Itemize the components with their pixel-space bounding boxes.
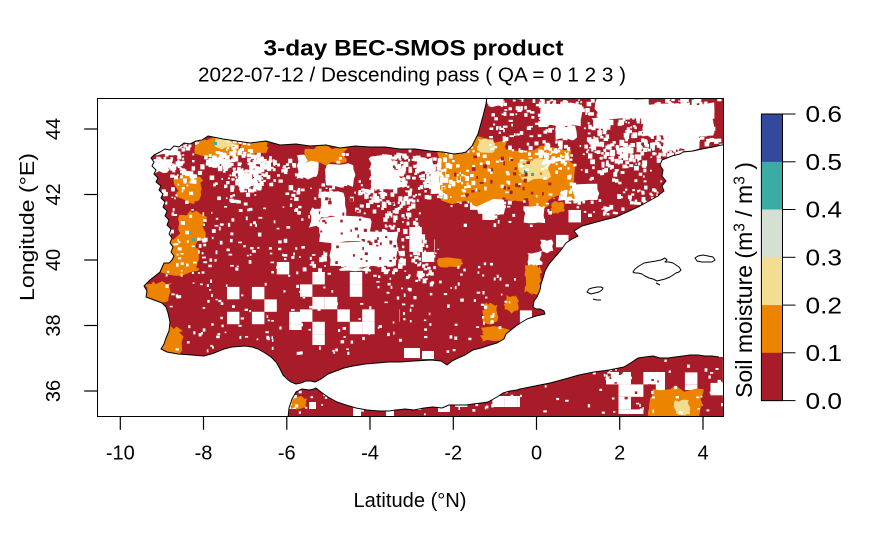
- svg-text:0.0: 0.0: [806, 388, 843, 414]
- svg-text:0.5: 0.5: [806, 149, 843, 175]
- svg-text:2: 2: [614, 443, 625, 465]
- svg-text:-4: -4: [361, 443, 379, 465]
- svg-text:Latitude (°N): Latitude (°N): [354, 490, 467, 512]
- svg-text:-6: -6: [278, 443, 296, 465]
- svg-text:0.1: 0.1: [806, 340, 843, 366]
- svg-text:40: 40: [43, 249, 65, 271]
- svg-text:-2: -2: [444, 443, 462, 465]
- svg-text:-10: -10: [106, 443, 135, 465]
- svg-text:36: 36: [43, 380, 65, 402]
- svg-text:Soil moisture (m3 / m3 ): Soil moisture (m3 / m3 ): [731, 162, 757, 398]
- svg-text:38: 38: [43, 314, 65, 336]
- svg-text:-8: -8: [195, 443, 213, 465]
- svg-text:3-day BEC-SMOS product: 3-day BEC-SMOS product: [264, 36, 565, 61]
- svg-text:Longitude (°E): Longitude (°E): [17, 153, 39, 301]
- svg-text:0.4: 0.4: [806, 197, 843, 223]
- svg-text:44: 44: [43, 118, 65, 140]
- svg-text:0.2: 0.2: [806, 292, 843, 318]
- svg-text:0.6: 0.6: [806, 101, 843, 127]
- svg-text:0: 0: [531, 443, 542, 465]
- svg-text:2022-07-12 / Descending pass (: 2022-07-12 / Descending pass ( QA = 0 1 …: [198, 65, 626, 87]
- svg-text:0.3: 0.3: [806, 245, 843, 271]
- svg-text:4: 4: [697, 443, 708, 465]
- svg-text:42: 42: [43, 183, 65, 205]
